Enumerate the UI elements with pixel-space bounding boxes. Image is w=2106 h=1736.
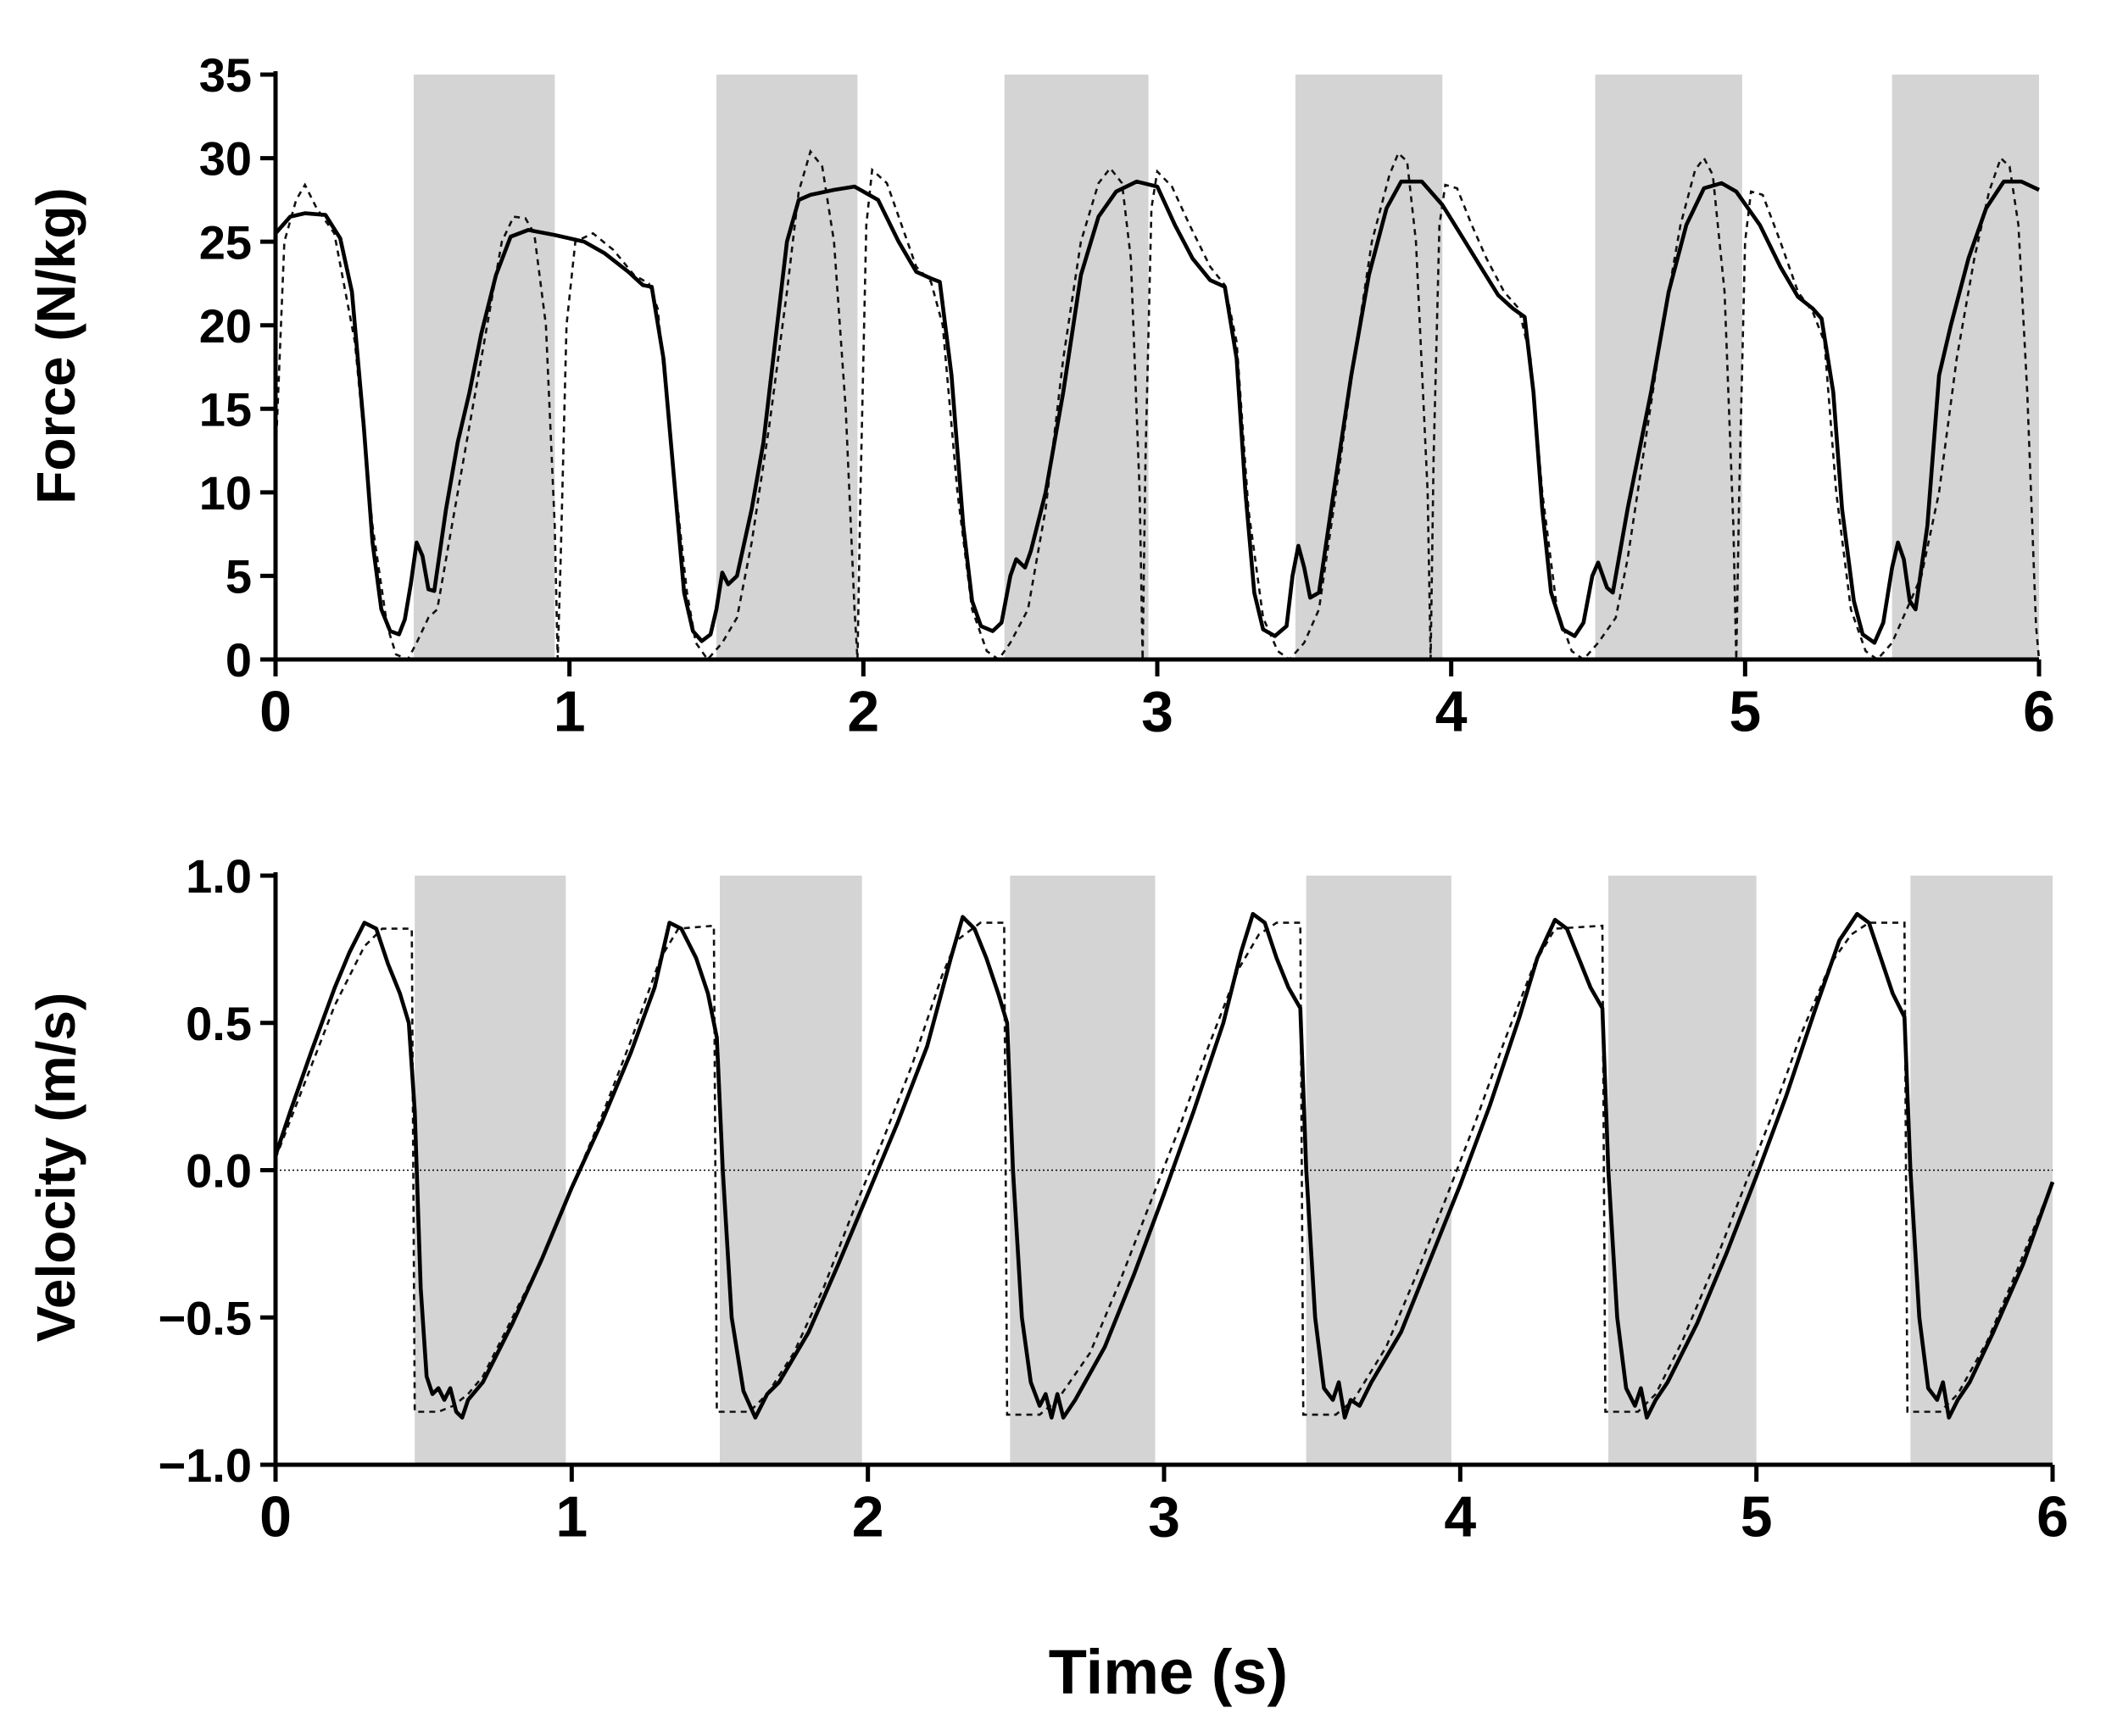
x-axis-title: Time (s) bbox=[1049, 1637, 1288, 1707]
velocity-x-tick-labels: 0 1 2 3 4 5 6 bbox=[259, 1485, 2069, 1550]
velocity-y-tick-label: −0.5 bbox=[158, 1291, 252, 1344]
force-axes bbox=[260, 71, 2042, 676]
velocity-measured-line bbox=[273, 911, 2055, 1420]
force-shaded-band-4 bbox=[1295, 75, 1443, 659]
force-y-tick-label: 10 bbox=[199, 466, 252, 520]
force-measured-line bbox=[274, 179, 2040, 645]
force-y-tick-label: 30 bbox=[199, 132, 252, 186]
force-y-tick-label: 25 bbox=[199, 215, 252, 269]
force-x-tick-label: 4 bbox=[1435, 680, 1468, 744]
force-y-tick-label: 5 bbox=[226, 550, 252, 604]
velocity-x-tick-label: 1 bbox=[555, 1485, 588, 1550]
velocity-x-tick-label: 4 bbox=[1444, 1485, 1476, 1550]
force-y-tick-labels: 0 5 10 15 20 25 30 35 bbox=[199, 48, 252, 687]
force-x-tick-label: 1 bbox=[554, 680, 586, 744]
velocity-y-axis-title: Velocity (m/s) bbox=[25, 993, 86, 1343]
force-y-tick-label: 0 bbox=[226, 633, 252, 687]
velocity-axes bbox=[260, 872, 2055, 1482]
force-x-tick-label: 3 bbox=[1141, 680, 1173, 744]
velocity-x-tick-label: 2 bbox=[852, 1485, 884, 1550]
velocity-x-tick-label: 0 bbox=[259, 1485, 292, 1550]
force-x-tick-label: 2 bbox=[847, 680, 879, 744]
velocity-x-tick-label: 5 bbox=[1741, 1485, 1773, 1550]
force-model-line bbox=[274, 148, 2041, 662]
force-y-tick-label: 35 bbox=[199, 48, 252, 102]
force-shaded-band-3 bbox=[1004, 75, 1149, 659]
velocity-x-tick-label: 3 bbox=[1148, 1485, 1180, 1550]
force-x-tick-label: 5 bbox=[1729, 680, 1761, 744]
force-panel: 0 1 2 3 4 5 6 0 5 10 15 20 25 30 35 Force (N/kg) bbox=[25, 48, 2055, 743]
velocity-y-tick-label: −1.0 bbox=[158, 1438, 252, 1492]
velocity-y-tick-label: 0.5 bbox=[186, 997, 252, 1050]
force-x-tick-labels: 0 1 2 3 4 5 6 bbox=[259, 680, 2055, 744]
force-shaded-band-6 bbox=[1892, 75, 2039, 659]
force-y-tick-label: 15 bbox=[199, 382, 252, 436]
force-y-tick-label: 20 bbox=[199, 299, 252, 353]
force-x-tick-label: 6 bbox=[2023, 680, 2055, 744]
velocity-y-tick-label: 0.0 bbox=[186, 1144, 252, 1198]
force-shaded-band-1 bbox=[413, 75, 555, 659]
velocity-y-tick-labels: −1.0 −0.5 0.0 0.5 1.0 bbox=[158, 849, 252, 1492]
force-x-tick-label: 0 bbox=[259, 680, 292, 744]
velocity-panel: 0 1 2 3 4 5 6 −1.0 −0.5 0.0 0.5 1.0 Velocity (m/s)… bbox=[25, 849, 2069, 1707]
velocity-x-tick-label: 6 bbox=[2036, 1485, 2069, 1550]
force-y-axis-title: Force (N/kg) bbox=[25, 187, 86, 504]
velocity-y-tick-label: 1.0 bbox=[186, 849, 252, 903]
force-shaded-bands bbox=[413, 75, 2039, 659]
